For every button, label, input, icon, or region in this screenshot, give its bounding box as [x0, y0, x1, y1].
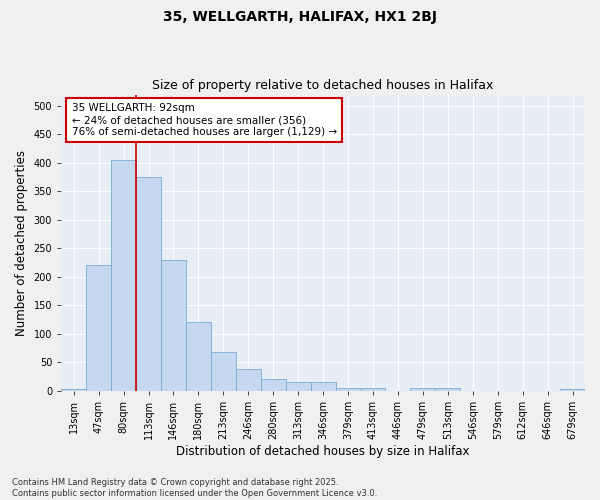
Bar [261, 379, 286, 390]
Title: Size of property relative to detached houses in Halifax: Size of property relative to detached ho… [152, 79, 494, 92]
Bar [335, 388, 361, 390]
Bar [361, 388, 385, 390]
X-axis label: Distribution of detached houses by size in Halifax: Distribution of detached houses by size … [176, 444, 470, 458]
Bar [136, 177, 161, 390]
Bar [161, 260, 186, 390]
Bar [86, 266, 111, 390]
Bar [186, 322, 211, 390]
Bar [436, 388, 460, 390]
Bar [236, 369, 261, 390]
Bar [286, 382, 311, 390]
Text: 35, WELLGARTH, HALIFAX, HX1 2BJ: 35, WELLGARTH, HALIFAX, HX1 2BJ [163, 10, 437, 24]
Text: Contains HM Land Registry data © Crown copyright and database right 2025.
Contai: Contains HM Land Registry data © Crown c… [12, 478, 377, 498]
Bar [111, 160, 136, 390]
Y-axis label: Number of detached properties: Number of detached properties [15, 150, 28, 336]
Bar [211, 352, 236, 391]
Bar [311, 382, 335, 390]
Text: 35 WELLGARTH: 92sqm
← 24% of detached houses are smaller (356)
76% of semi-detac: 35 WELLGARTH: 92sqm ← 24% of detached ho… [71, 104, 337, 136]
Bar [410, 388, 436, 390]
